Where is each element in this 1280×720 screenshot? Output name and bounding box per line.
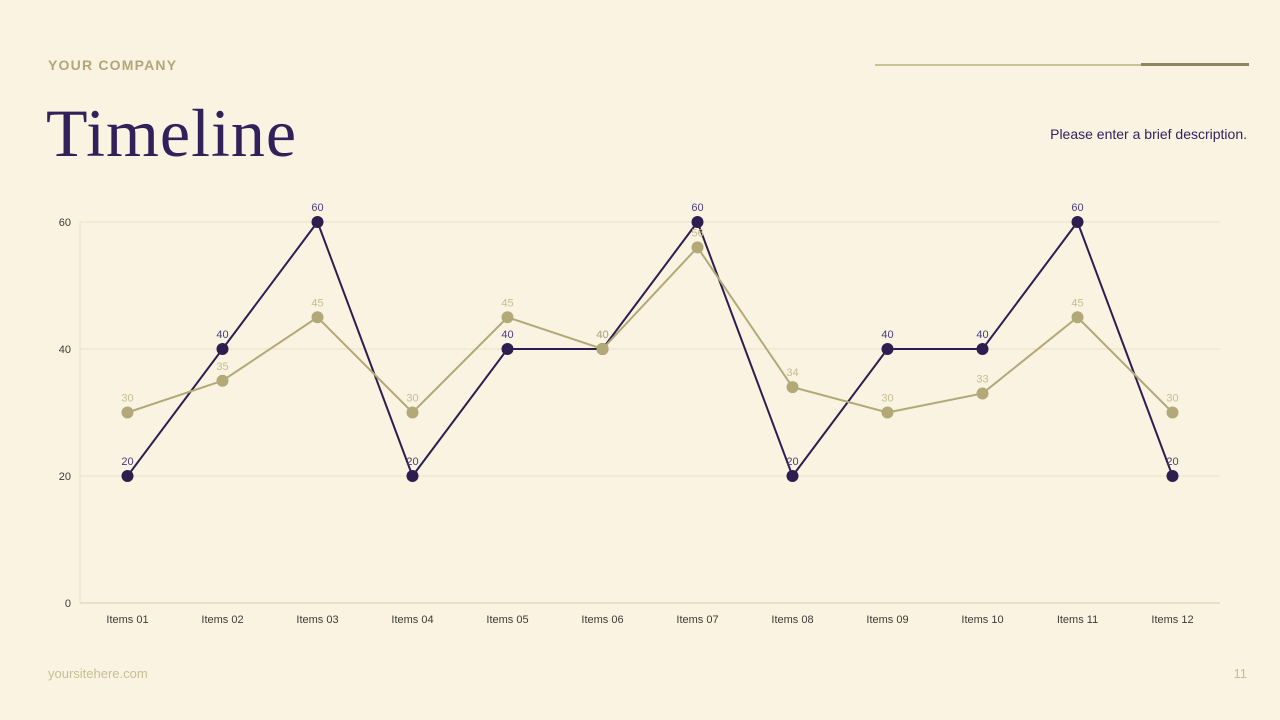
svg-text:Items 08: Items 08 bbox=[771, 614, 813, 626]
footer-site-url: yoursitehere.com bbox=[48, 666, 148, 681]
svg-text:60: 60 bbox=[311, 202, 323, 214]
svg-text:40: 40 bbox=[596, 329, 608, 341]
svg-text:40: 40 bbox=[501, 329, 513, 341]
svg-text:20: 20 bbox=[786, 456, 798, 468]
svg-text:40: 40 bbox=[59, 344, 71, 356]
svg-text:40: 40 bbox=[596, 329, 608, 341]
svg-text:40: 40 bbox=[881, 329, 893, 341]
svg-text:60: 60 bbox=[59, 217, 71, 229]
svg-text:34: 34 bbox=[786, 367, 798, 379]
svg-text:30: 30 bbox=[406, 393, 418, 405]
svg-text:40: 40 bbox=[976, 329, 988, 341]
timeline-line-chart: 0 20 40 60 Items 01 Items 02 Items 03 Items 04 I… bbox=[59, 202, 1220, 626]
svg-text:56: 56 bbox=[691, 227, 703, 239]
svg-text:30: 30 bbox=[1166, 393, 1178, 405]
svg-text:Items 03: Items 03 bbox=[296, 614, 338, 626]
svg-text:60: 60 bbox=[1071, 202, 1083, 214]
svg-text:20: 20 bbox=[121, 456, 133, 468]
svg-text:Items 04: Items 04 bbox=[391, 614, 433, 626]
svg-text:30: 30 bbox=[121, 393, 133, 405]
divider-light-segment bbox=[875, 63, 1141, 66]
svg-text:20: 20 bbox=[1166, 456, 1178, 468]
divider-dark-segment bbox=[1141, 63, 1249, 66]
svg-text:Items 07: Items 07 bbox=[676, 614, 718, 626]
svg-text:35: 35 bbox=[216, 361, 228, 373]
svg-text:60: 60 bbox=[691, 202, 703, 214]
svg-text:45: 45 bbox=[501, 297, 513, 309]
svg-text:45: 45 bbox=[1071, 297, 1083, 309]
svg-text:20: 20 bbox=[406, 456, 418, 468]
header-divider bbox=[875, 63, 1249, 66]
svg-text:Items 11: Items 11 bbox=[1057, 614, 1098, 626]
svg-text:Items 05: Items 05 bbox=[486, 614, 528, 626]
svg-text:30: 30 bbox=[881, 393, 893, 405]
svg-text:Items 01: Items 01 bbox=[106, 614, 148, 626]
svg-text:Items 09: Items 09 bbox=[866, 614, 908, 626]
slide-description: Please enter a brief description. bbox=[1050, 126, 1247, 142]
svg-text:Items 06: Items 06 bbox=[581, 614, 623, 626]
svg-text:0: 0 bbox=[65, 598, 71, 610]
svg-text:40: 40 bbox=[216, 329, 228, 341]
page-number: 11 bbox=[1233, 666, 1248, 681]
svg-text:45: 45 bbox=[311, 297, 323, 309]
svg-text:Items 10: Items 10 bbox=[961, 614, 1003, 626]
company-name: YOUR COMPANY bbox=[48, 57, 178, 73]
svg-text:20: 20 bbox=[59, 471, 71, 483]
svg-text:Items 02: Items 02 bbox=[201, 614, 243, 626]
page-title: Timeline bbox=[46, 95, 298, 171]
svg-text:Items 12: Items 12 bbox=[1151, 614, 1193, 626]
svg-text:33: 33 bbox=[976, 373, 988, 385]
